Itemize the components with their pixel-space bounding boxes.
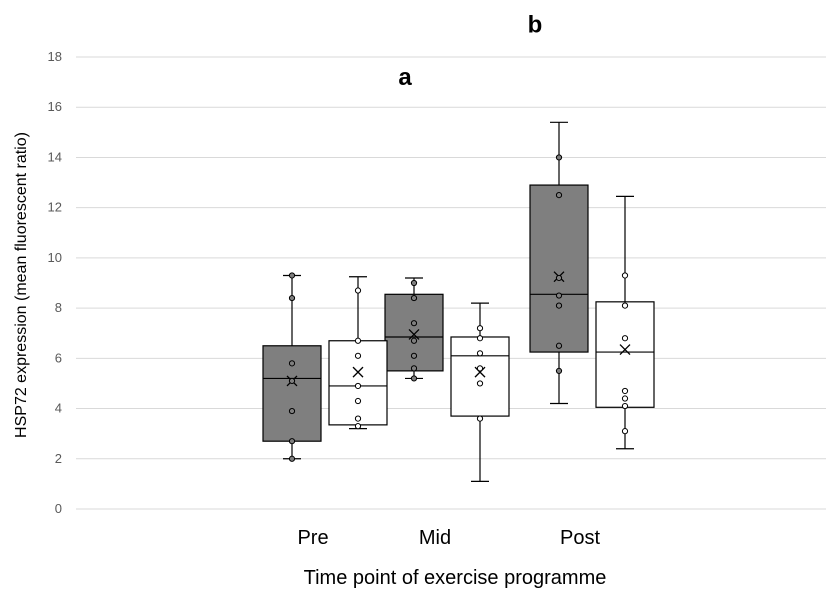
mean-marker (352, 366, 364, 378)
box-rect (384, 293, 444, 372)
gridlines (76, 56, 826, 510)
data-point (555, 302, 563, 309)
significance-annotation: b (528, 11, 543, 38)
data-point (410, 337, 418, 344)
data-point (410, 279, 418, 287)
y-tick-label: 16 (48, 99, 62, 114)
x-axis-categories: Pre Mid Post (297, 527, 600, 549)
data-point (476, 325, 484, 332)
data-point (354, 423, 362, 430)
data-point (288, 438, 296, 445)
data-point (354, 287, 362, 294)
data-point (621, 387, 629, 395)
data-point (555, 154, 563, 161)
data-point (621, 402, 629, 410)
mean-marker (619, 344, 631, 356)
mean-marker (408, 329, 420, 340)
x-axis-label: Time point of exercise programme (304, 567, 607, 589)
data-point (476, 350, 484, 357)
box-group (595, 195, 655, 450)
significance-annotation: a (398, 64, 412, 91)
data-point (621, 335, 629, 342)
y-tick-label: 14 (48, 149, 62, 164)
data-point (476, 365, 484, 372)
boxes (262, 121, 655, 482)
y-tick-label: 18 (48, 49, 62, 64)
data-point (354, 415, 362, 422)
y-tick-label: 0 (55, 501, 62, 516)
annotations: ab (398, 11, 542, 91)
box-group (328, 276, 388, 430)
box-rect (450, 336, 510, 417)
data-point (621, 395, 629, 402)
data-point (621, 302, 629, 309)
data-point (555, 342, 563, 349)
mean-marker (474, 366, 486, 378)
y-tick-label: 8 (55, 300, 62, 315)
data-point (354, 337, 362, 344)
data-point (555, 367, 563, 374)
box-group (529, 121, 589, 405)
category-label: Post (560, 527, 600, 549)
y-tick-label: 2 (55, 451, 62, 466)
data-point (410, 320, 418, 327)
box-rect (262, 345, 322, 442)
y-tick-label: 12 (48, 200, 62, 215)
data-point (410, 352, 418, 359)
data-point (410, 294, 418, 302)
data-point (354, 382, 362, 390)
data-point (354, 352, 362, 359)
y-axis-ticks: 0 2 4 6 8 10 12 14 16 18 (48, 49, 62, 516)
data-point (555, 192, 563, 199)
data-point (288, 294, 296, 302)
data-point (621, 428, 629, 435)
data-point (410, 375, 418, 382)
box-group (262, 272, 322, 462)
data-point (288, 360, 296, 367)
data-point (288, 407, 296, 415)
data-point (288, 272, 296, 279)
data-point (288, 377, 296, 385)
data-point (476, 380, 484, 387)
data-point (621, 272, 629, 279)
category-label: Pre (297, 527, 328, 549)
data-point (476, 335, 484, 342)
data-point (555, 274, 563, 282)
box-group (450, 302, 510, 482)
y-tick-label: 4 (55, 401, 62, 416)
data-point (555, 292, 563, 299)
data-point (354, 397, 362, 405)
category-label: Mid (419, 527, 451, 549)
data-point (410, 365, 418, 372)
y-tick-label: 6 (55, 350, 62, 365)
y-tick-label: 10 (48, 250, 62, 265)
y-axis-label: HSP72 expression (mean fluorescent ratio… (13, 132, 30, 438)
data-point (476, 415, 484, 422)
box-group (384, 277, 444, 382)
data-point (288, 455, 296, 462)
box-rect (529, 184, 589, 353)
